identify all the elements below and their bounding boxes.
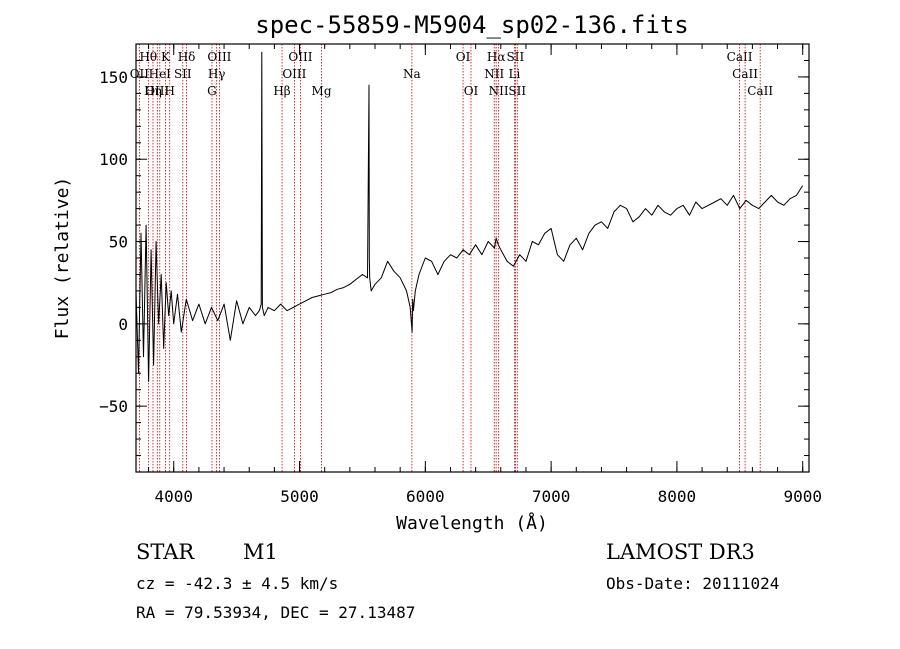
chart-title: spec-55859-M5904_sp02-136.fits xyxy=(255,11,688,39)
y-axis-label: Flux (relative) xyxy=(52,177,73,340)
spectral-line-label: CaII xyxy=(747,84,773,98)
spectral-line-label: Hγ xyxy=(208,67,226,81)
x-tick-label: 4000 xyxy=(154,487,193,506)
spectral-line-label: OIII xyxy=(282,67,306,81)
object-class-label: STAR xyxy=(136,540,195,564)
y-tick-label: 100 xyxy=(99,150,128,169)
spectral-line-label: OIII xyxy=(288,50,312,64)
spectral-line-label: NII xyxy=(489,84,509,98)
spectral-line-label: CaII xyxy=(732,67,758,81)
spectral-line-label: Hα xyxy=(487,50,506,64)
subclass-label: M1 xyxy=(243,540,278,564)
x-tick-label: 7000 xyxy=(532,487,571,506)
spectral-line-label: Hη xyxy=(144,84,162,98)
spectral-line-label: K xyxy=(161,50,171,64)
spectral-line-label: H xyxy=(164,84,174,98)
y-tick-label: 150 xyxy=(99,68,128,87)
axis-ticks-layer: 4000 5000 6000 7000 8000 9000 −50 0 50 100 150 xyxy=(99,44,822,506)
y-tick-label: −50 xyxy=(99,397,128,416)
spectral-line-label: CaII xyxy=(727,50,753,64)
spectral-line-label: OIII xyxy=(145,84,169,98)
obs-date-label: Obs-Date: 20111024 xyxy=(606,574,780,593)
spectral-line-label: HeI xyxy=(149,67,172,81)
spectral-line-label: Mg xyxy=(312,84,332,98)
x-tick-label: 6000 xyxy=(406,487,445,506)
coords-label: RA = 79.53934, DEC = 27.13487 xyxy=(136,603,416,622)
spectral-line-label: OI xyxy=(456,50,471,64)
spectral-line-label: SII xyxy=(507,50,525,64)
spectral-line-label: NII xyxy=(484,67,504,81)
spectral-line-label: Li xyxy=(508,67,520,81)
x-tick-label: 5000 xyxy=(280,487,319,506)
spectral-line-label: Na xyxy=(403,67,421,81)
spectral-line-label: SII xyxy=(508,84,526,98)
spectral-line-label: G xyxy=(207,84,217,98)
spectral-line-label: OI xyxy=(464,84,479,98)
series-layer xyxy=(135,51,804,382)
x-tick-label: 8000 xyxy=(658,487,697,506)
plot-frame xyxy=(135,43,810,473)
y-tick-label: 0 xyxy=(118,315,128,334)
spectral-line-label: Hβ xyxy=(273,84,290,98)
spectral-line-label: Hθ xyxy=(139,50,157,64)
x-axis-label: Wavelength (Å) xyxy=(396,512,548,534)
redshift-label: cz = -42.3 ± 4.5 km/s xyxy=(136,574,339,593)
spectral-line-label: Hδ xyxy=(178,50,196,64)
spectral-line-label: SII xyxy=(174,67,192,81)
spectral-line-label: OIII xyxy=(207,50,231,64)
spectral-line-label: OII xyxy=(130,67,150,81)
series-line-flux xyxy=(135,51,804,382)
x-tick-label: 9000 xyxy=(783,487,822,506)
y-tick-label: 50 xyxy=(109,233,128,252)
survey-label: LAMOST DR3 xyxy=(606,540,755,564)
